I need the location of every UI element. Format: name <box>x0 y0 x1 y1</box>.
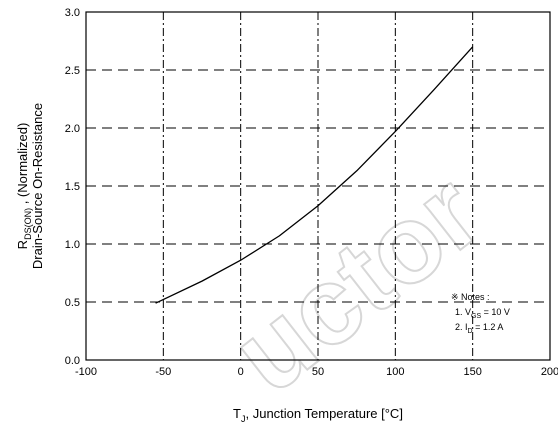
y-tick-labels: 0.0 0.5 1.0 1.5 2.0 2.5 3.0 <box>65 7 80 367</box>
x-tick-label: 200 <box>541 366 558 378</box>
watermark: uctor <box>210 150 502 416</box>
notes-line-2: 2. ID = 1.2 A <box>455 322 503 335</box>
y-axis-title: RDS(ON) , (Normalized) Drain-Source On-R… <box>15 103 45 269</box>
y-tick-label: 3.0 <box>65 7 80 19</box>
series-line-0 <box>155 46 474 304</box>
y-axis-title-line-1: RDS(ON) , (Normalized) <box>15 123 33 250</box>
y-tick-label: 0.5 <box>65 297 80 309</box>
x-tick-label: 50 <box>312 366 324 378</box>
x-tick-label: -100 <box>75 366 97 378</box>
y-axis-title-line-2: Drain-Source On-Resistance <box>30 103 45 269</box>
y-tick-label: 0.0 <box>65 355 80 367</box>
x-tick-label: -50 <box>155 366 171 378</box>
notes-header: ※ Notes : <box>451 292 490 302</box>
notes-line-1: 1. VGS = 10 V <box>455 307 510 320</box>
x-tick-label: 150 <box>463 366 481 378</box>
grid <box>86 12 550 360</box>
x-tick-label: 100 <box>386 366 404 378</box>
y-tick-label: 2.0 <box>65 123 80 135</box>
y-tick-label: 1.5 <box>65 181 80 193</box>
y-tick-label: 2.5 <box>65 65 80 77</box>
y-tick-label: 1.0 <box>65 239 80 251</box>
notes-annotation: ※ Notes : 1. VGS = 10 V 2. ID = 1.2 A <box>451 292 510 335</box>
x-tick-labels: -100 -50 0 50 100 150 200 <box>75 366 558 378</box>
series-layer <box>155 46 474 304</box>
x-tick-label: 0 <box>238 366 244 378</box>
x-axis-title: TJ, Junction Temperature [°C] <box>233 406 403 424</box>
plot-frame <box>85 11 551 361</box>
